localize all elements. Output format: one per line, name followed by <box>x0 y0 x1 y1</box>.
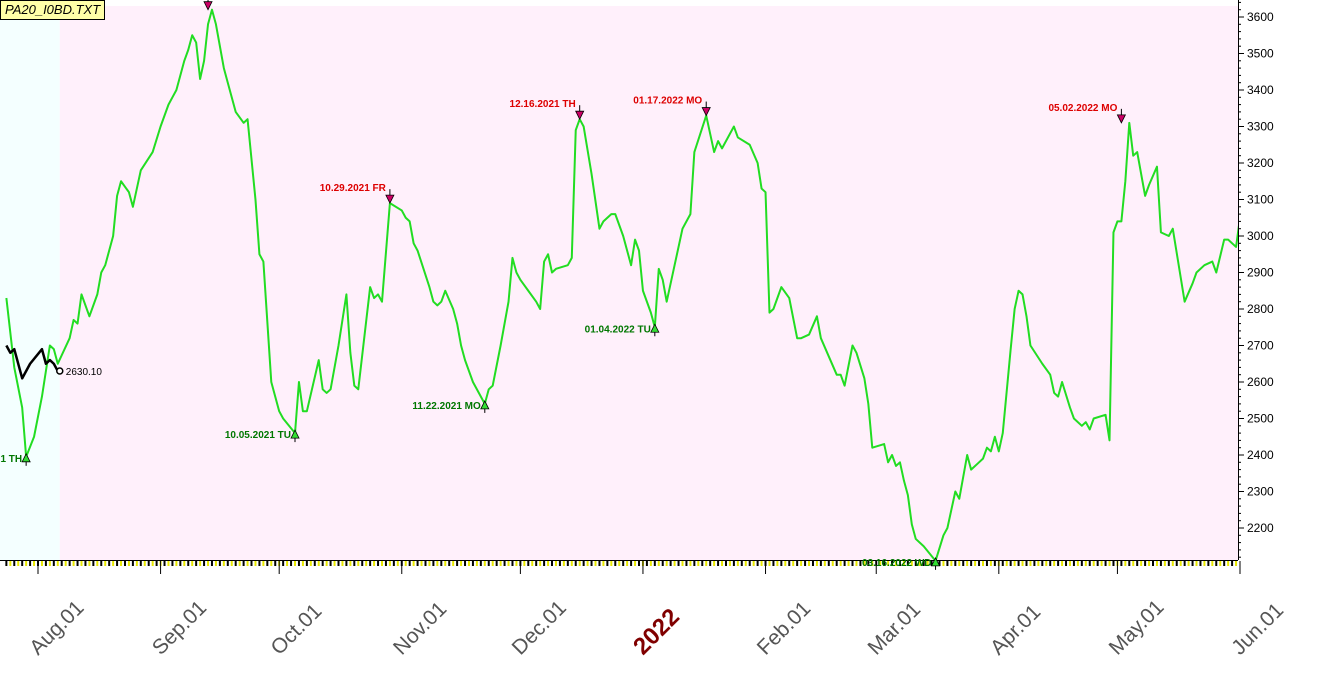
prior-price-line <box>5 344 59 380</box>
file-name-label: PA20_I0BD.TXT <box>0 0 106 20</box>
price-line <box>5 8 1238 560</box>
peak-label: 12.16.2021 TH <box>510 99 576 110</box>
y-tick-label: 2500 <box>1247 412 1274 426</box>
y-tick-label: 2800 <box>1247 302 1274 316</box>
y-tick-label: 2600 <box>1247 375 1274 389</box>
trough-label: 01.04.2022 TU <box>585 324 651 335</box>
y-tick-label: 3300 <box>1247 120 1274 134</box>
y-tick-label: 2200 <box>1247 521 1274 535</box>
y-tick-label: 3100 <box>1247 193 1274 207</box>
peak-marker <box>701 107 711 117</box>
trough-label: 11.22.2021 MO <box>412 401 481 412</box>
y-tick-label: 2300 <box>1247 485 1274 499</box>
plot-area <box>59 6 1238 560</box>
history-shade <box>0 6 60 560</box>
peak-label: 10.29.2021 FR <box>320 183 387 194</box>
y-tick-label: 3500 <box>1247 47 1274 61</box>
y-tick-label: 3600 <box>1247 10 1274 24</box>
y-tick-label: 2400 <box>1247 448 1274 462</box>
peak-label: 09.13.2021 MO <box>135 0 204 1</box>
peak-label: 05.02.2022 MO <box>1048 103 1117 114</box>
peak-marker <box>1116 114 1127 124</box>
y-tick-label: 3400 <box>1247 83 1274 97</box>
y-tick-label: 2700 <box>1247 339 1274 353</box>
y-tick-label: 2900 <box>1247 266 1274 280</box>
peak-marker <box>575 110 585 121</box>
peak-marker <box>385 194 395 205</box>
trough-label: 10.05.2021 TU <box>225 430 291 441</box>
last-value-label: 2630.10 <box>66 367 103 378</box>
trough-label: 03.16.2022 WD <box>862 558 932 569</box>
y-tick-label: 3000 <box>1247 229 1274 243</box>
trough-label: 07.29.2021 TH <box>0 454 22 465</box>
peak-label: 01.17.2022 MO <box>633 96 702 107</box>
y-tick-label: 3200 <box>1247 156 1274 170</box>
last-value-marker <box>56 367 64 375</box>
peak-marker <box>203 1 213 11</box>
